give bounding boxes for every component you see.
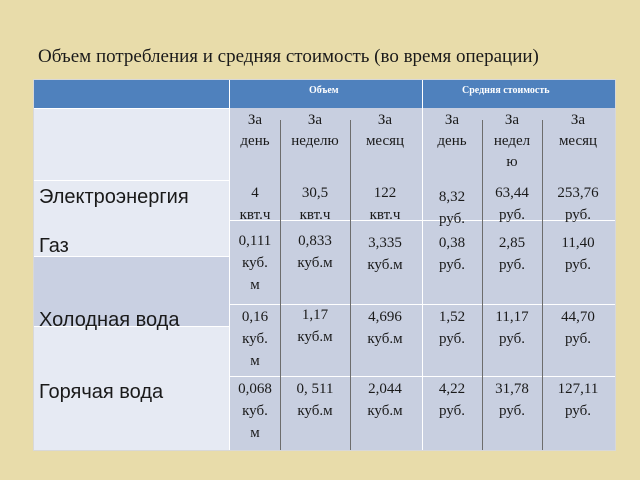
- col-header-cost-day: За день: [437, 112, 467, 149]
- table-cell: 0,068 куб. м: [238, 381, 272, 441]
- table-cell: 0, 511 куб.м: [296, 381, 334, 419]
- grid-line: [34, 256, 229, 257]
- table-corner-header: [34, 80, 229, 108]
- table-cell: 0,833 куб.м: [297, 233, 333, 271]
- table-cell: 4 квт.ч: [239, 185, 271, 223]
- table-cell: 0,111 куб. м: [238, 233, 272, 293]
- table-cell: 0,38 руб.: [438, 235, 466, 273]
- table-cell: 2,044 куб.м: [367, 381, 403, 419]
- cost-group-header: [422, 80, 615, 108]
- col-header-volume-month: За месяц: [365, 112, 405, 149]
- grid-line: [482, 120, 483, 450]
- col-header-volume-day: За день: [240, 112, 270, 149]
- row-header-bg-2: [34, 256, 229, 326]
- table-cell: 8,32 руб.: [438, 189, 466, 227]
- volume-group-header: [229, 80, 422, 108]
- grid-line: [34, 108, 229, 109]
- grid-line: [34, 180, 229, 181]
- consumption-table: Объем Средняя стоимость За день За недел…: [34, 80, 615, 450]
- table-cell: 1,52 руб.: [438, 309, 466, 347]
- table-cell: 1,17 куб.м: [297, 307, 333, 345]
- col-header-cost-week: За недел ю: [493, 112, 531, 170]
- volume-group-label: Объем: [309, 85, 339, 96]
- grid-line: [422, 80, 423, 450]
- row-header-bg-0: [34, 108, 229, 180]
- table-cell: 3,335 куб.м: [367, 235, 403, 273]
- col-header-volume-week: За неделю: [291, 112, 339, 149]
- table-cell: 122 квт.ч: [369, 185, 401, 223]
- table-cell: 30,5 квт.ч: [299, 185, 331, 223]
- table-cell: 127,11 руб.: [557, 381, 599, 419]
- grid-line: [34, 326, 229, 327]
- grid-line: [350, 120, 351, 450]
- table-cell: 4,696 куб.м: [367, 309, 403, 347]
- grid-line: [280, 120, 281, 450]
- row-header-bg-1: [34, 180, 229, 256]
- row-label-gas: Газ: [39, 235, 69, 257]
- row-label-hot-water: Горячая вода: [39, 381, 164, 403]
- table-cell: 63,44 руб.: [495, 185, 529, 223]
- table-cell: 2,85 руб.: [498, 235, 526, 273]
- table-cell: 0,16 куб. м: [241, 309, 269, 369]
- row-label-electricity: Электроэнергия: [39, 186, 189, 208]
- row-header-bg-3: [34, 326, 229, 450]
- row-label-cold-water: Холодная вода: [39, 309, 180, 331]
- table-cell: 11,17 руб.: [495, 309, 529, 347]
- table-cell: 4,22 руб.: [438, 381, 466, 419]
- grid-line: [542, 120, 543, 450]
- grid-line: [229, 80, 230, 450]
- table-cell: 253,76 руб.: [557, 185, 599, 223]
- table-cell: 44,70 руб.: [561, 309, 595, 347]
- table-cell: 31,78 руб.: [495, 381, 529, 419]
- cost-group-label: Средняя стоимость: [462, 85, 550, 96]
- col-header-cost-month: За месяц: [558, 112, 598, 149]
- page-title: Объем потребления и средняя стоимость (в…: [38, 46, 539, 67]
- table-cell: 11,40 руб.: [561, 235, 595, 273]
